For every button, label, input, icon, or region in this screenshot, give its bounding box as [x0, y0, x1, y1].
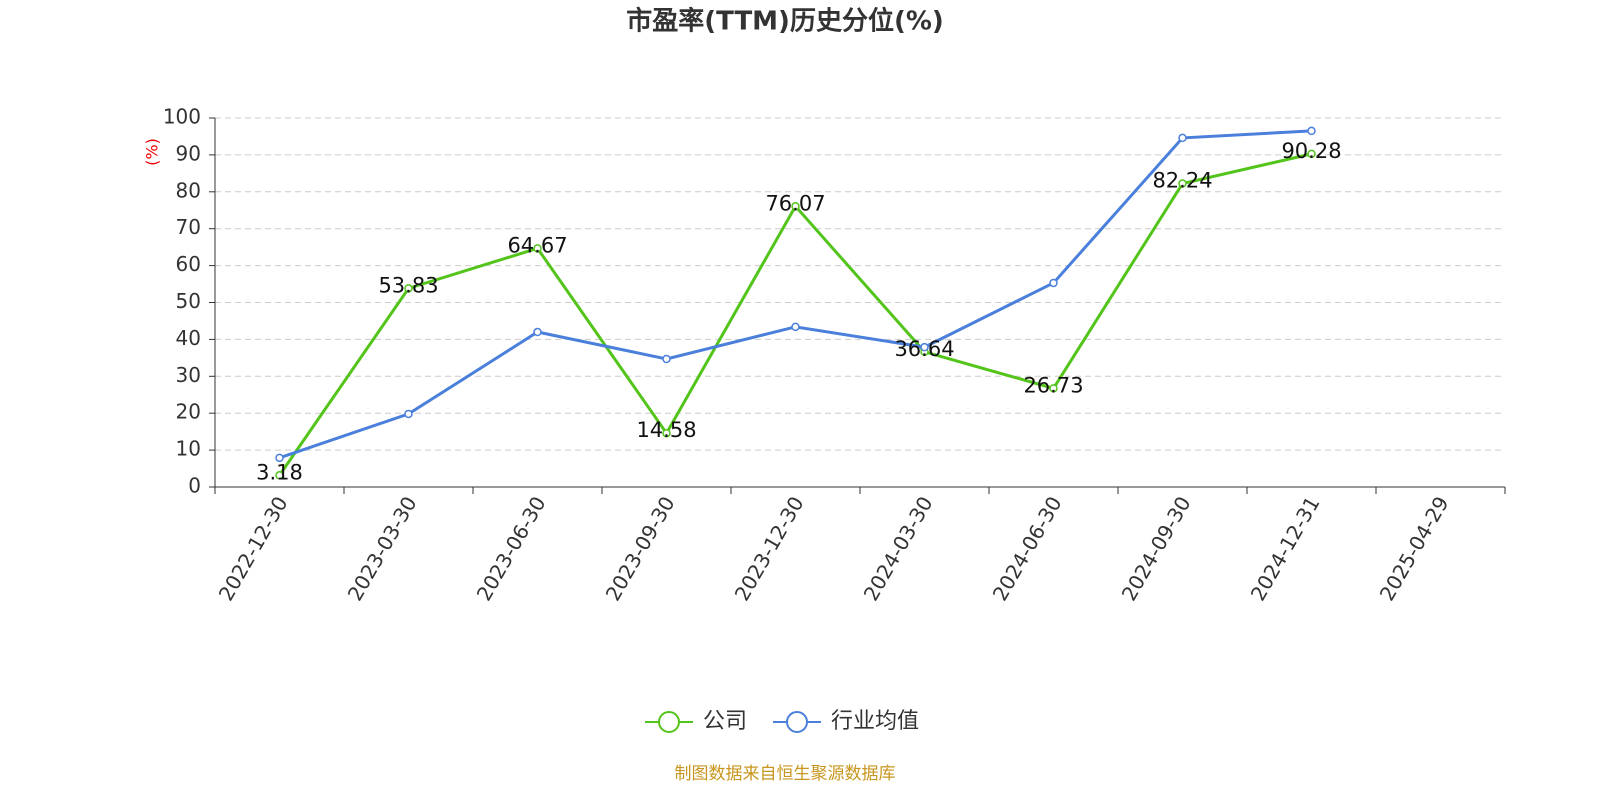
x-tick-label: 2024-06-30 [988, 492, 1067, 605]
data-point [1178, 179, 1187, 188]
data-point [533, 327, 542, 337]
x-tick-label: 2023-06-30 [472, 492, 551, 605]
data-point [1049, 278, 1058, 288]
chart-title: 市盈率(TTM)历史分位(%) [626, 6, 944, 37]
data-point [1049, 384, 1058, 393]
x-tick-label: 2024-03-30 [859, 492, 938, 605]
y-tick-label: 40 [176, 326, 201, 350]
x-tick-label: 2022-12-30 [214, 492, 293, 605]
data-point [662, 354, 671, 364]
data-label: 82.24 [1152, 169, 1212, 193]
data-label: 14.58 [636, 418, 696, 442]
y-tick-label: 90 [176, 141, 201, 165]
data-point [662, 428, 671, 438]
y-tick-label: 80 [176, 178, 201, 202]
y-tick-label: 100 [163, 105, 201, 129]
data-point [1178, 133, 1187, 143]
data-point [404, 284, 413, 293]
data-label: 3.18 [256, 460, 303, 484]
data-point [1307, 126, 1316, 136]
data-label: 36.64 [894, 337, 954, 361]
data-point [1307, 149, 1316, 159]
legend-label: 行业均值 [831, 709, 919, 734]
y-tick-label: 0 [188, 474, 201, 498]
data-point [275, 453, 284, 463]
data-point [533, 244, 542, 253]
x-tick-label: 2024-09-30 [1117, 492, 1196, 605]
legend-marker [786, 711, 809, 733]
y-tick-label: 50 [176, 289, 201, 313]
x-tick-label: 2023-12-30 [730, 492, 809, 605]
data-label: 76.07 [765, 191, 825, 215]
source-note: 制图数据来自恒生聚源数据库 [675, 764, 896, 784]
data-point [791, 202, 800, 211]
data-point [920, 342, 929, 352]
data-label: 90.28 [1281, 139, 1341, 163]
y-tick-label: 30 [176, 363, 201, 387]
x-tick-label: 2024-12-31 [1246, 492, 1325, 605]
data-label: 26.73 [1023, 373, 1083, 397]
x-tick-label: 2023-09-30 [601, 492, 680, 605]
data-label: 53.83 [378, 273, 438, 297]
legend-label: 公司 [703, 709, 747, 734]
data-label: 64.67 [507, 233, 567, 257]
y-axis-label: (%) [143, 138, 162, 166]
data-point [275, 471, 284, 480]
data-point [791, 322, 800, 332]
y-tick-label: 10 [176, 437, 201, 461]
y-tick-label: 60 [176, 252, 201, 276]
x-tick-label: 2025-04-29 [1375, 492, 1454, 605]
data-point [404, 409, 413, 419]
y-tick-label: 20 [176, 400, 201, 424]
legend-marker [658, 711, 680, 733]
y-tick-label: 70 [176, 215, 201, 239]
x-tick-label: 2023-03-30 [343, 492, 422, 605]
